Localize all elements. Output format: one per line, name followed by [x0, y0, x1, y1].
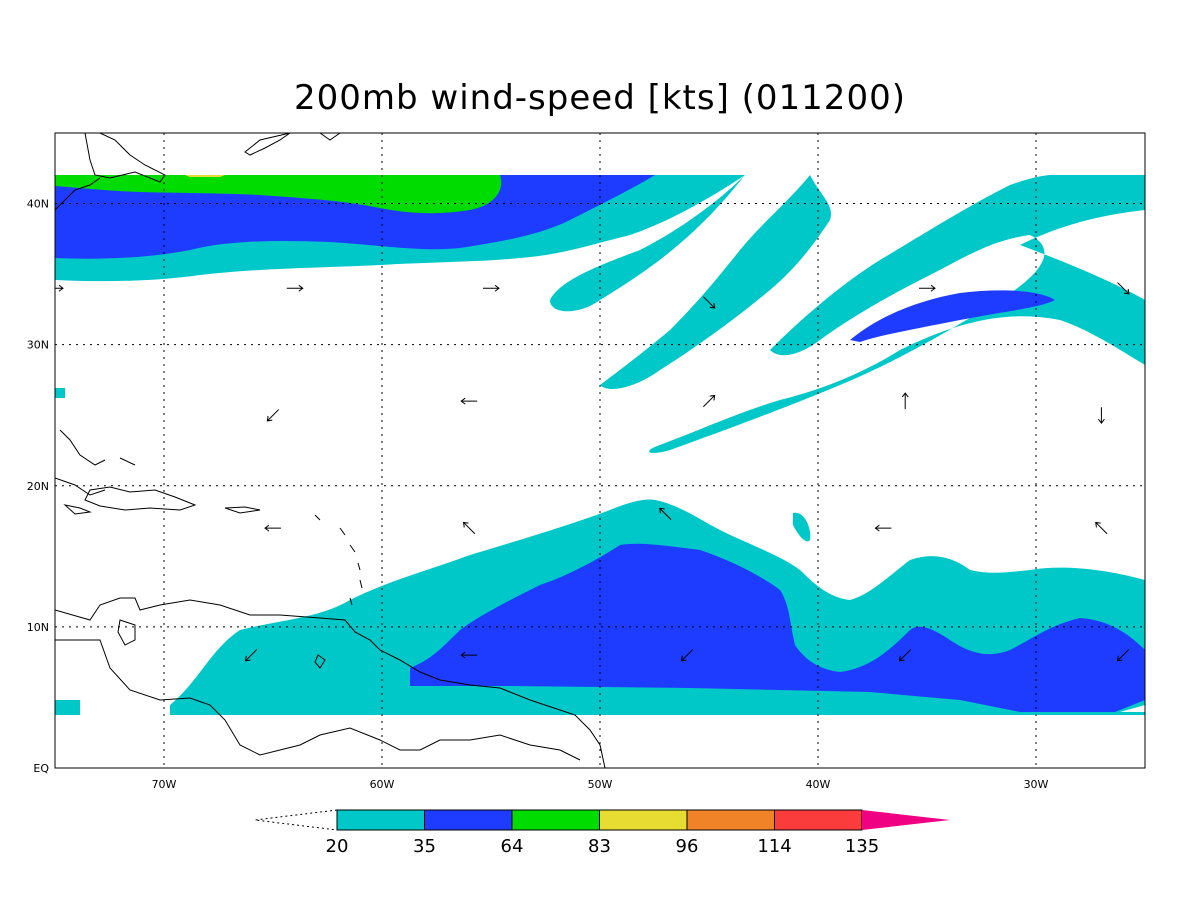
x-tick-label: 70W: [152, 778, 177, 791]
y-tick-label: EQ: [33, 762, 49, 775]
coastline-newfoundland: [319, 133, 341, 141]
wind-arrow: [919, 284, 936, 292]
x-tick-label: 50W: [588, 778, 613, 791]
x-tick-label: 40W: [806, 778, 831, 791]
speed-band-20-jet-b: [649, 175, 1145, 453]
gridlines: [55, 133, 1145, 768]
coastline-trinidad: [314, 654, 326, 669]
speed-band-35-spot: [850, 290, 1055, 342]
x-tick-label: 30W: [1024, 778, 1049, 791]
coastline-lesser-antilles: [314, 514, 363, 606]
colorbar-swatch: [511, 809, 600, 831]
colorbar-level-label: 83: [588, 836, 611, 857]
speed-band-83-sliver: [185, 175, 225, 177]
speed-band-20-spot-c: [55, 388, 65, 398]
wind-arrow: [286, 284, 304, 292]
colorbar-level-label: 96: [676, 836, 699, 857]
wind-arrow: [264, 524, 281, 532]
speed-band-20-spot-b: [793, 512, 811, 542]
colorbar-level-label: 135: [845, 836, 879, 857]
wind-arrow: [460, 397, 478, 405]
coastline-us-east: [55, 177, 101, 211]
wind-arrow: [266, 409, 280, 422]
wind-arrow: [244, 649, 258, 662]
wind-arrow: [460, 651, 478, 659]
coastlines: [55, 133, 606, 768]
coastline-north-america: [84, 133, 166, 183]
colorbar-level-label: 114: [757, 836, 791, 857]
wind-arrow: [1098, 407, 1105, 425]
colorbar-swatch: [424, 809, 513, 831]
speed-band-35-north: [55, 175, 655, 259]
axis-tick-labels: 70W 60W 50W 40W 30W EQ 10N 20N 30N 40N: [27, 198, 1049, 791]
wind-arrow: [702, 296, 716, 309]
colorbar-swatch: [336, 809, 425, 831]
wind-arrow: [898, 649, 912, 662]
map-title: 200mb wind-speed [kts] (011200): [294, 78, 906, 118]
colorbar-level-label: 35: [413, 836, 436, 857]
wind-arrow: [55, 284, 64, 292]
wind-arrow: [680, 649, 694, 662]
coastline-hispaniola: [84, 486, 197, 511]
y-tick-label: 40N: [27, 198, 49, 211]
coastline-cuba: [55, 477, 106, 496]
wind-vectors: [55, 282, 1130, 662]
coastline-puerto-rico: [224, 506, 261, 514]
coastline-nova-scotia: [244, 133, 291, 156]
wind-arrow: [901, 392, 909, 410]
colorbar-swatch: [774, 809, 863, 831]
colorbar-swatch: [599, 809, 688, 831]
wind-speed-shading: [55, 175, 1145, 715]
wind-arrow: [462, 521, 476, 535]
speed-band-35-south: [410, 543, 1145, 712]
wind-arrow: [1117, 282, 1130, 295]
coastline-south-america: [55, 597, 606, 768]
wind-arrow: [659, 507, 672, 521]
map-frame: [54, 132, 1146, 769]
wind-arrow: [1095, 521, 1108, 535]
colorbar-underflow-triangle: [254, 809, 338, 831]
colorbar-level-label: 64: [501, 836, 524, 857]
coastline-bahamas: [59, 429, 136, 466]
wind-arrow: [874, 524, 892, 532]
y-tick-label: 20N: [27, 480, 49, 493]
y-tick-label: 10N: [27, 621, 49, 634]
wind-arrow: [483, 284, 500, 292]
colorbar: 20 35 64 83 96 114 135: [254, 809, 950, 857]
colorbar-level-label: 20: [326, 836, 349, 857]
colorbar-overflow-triangle: [862, 810, 950, 830]
speed-band-64-north: [55, 175, 502, 214]
speed-band-20-jet-a: [600, 175, 831, 390]
coastline-lake-maracaibo: [117, 619, 136, 646]
coastline-jamaica: [63, 504, 92, 515]
speed-band-20-spot-a: [55, 700, 80, 715]
y-tick-label: 30N: [27, 339, 49, 352]
wind-arrow: [702, 394, 716, 408]
colorbar-swatch: [686, 809, 775, 831]
x-tick-label: 60W: [370, 778, 395, 791]
wind-arrow: [1116, 649, 1130, 662]
